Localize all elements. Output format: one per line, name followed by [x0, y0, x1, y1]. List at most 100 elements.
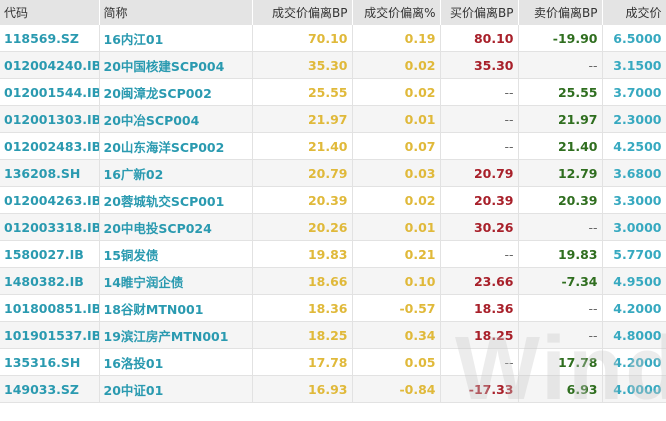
column-header-ask-bp[interactable]: 卖价偏离BP: [518, 0, 603, 25]
cell-name: 15铜发债: [99, 240, 253, 268]
table-row[interactable]: 101901537.IB 19滨江房产MTN001 18.25 0.34 18.25 --…: [0, 321, 666, 349]
column-header-price[interactable]: 成交价: [602, 0, 666, 25]
cell-code: 135316.SH: [0, 348, 100, 376]
cell-name: 20山东海洋SCP002: [99, 132, 253, 160]
cell-trade-pct: 0.02: [352, 51, 441, 79]
cell-name: 20蓉城轨交SCP001: [99, 186, 253, 214]
cell-trade-bp: 35.30: [252, 51, 353, 79]
cell-code: 101901537.IB: [0, 321, 100, 349]
cell-name: 20闽漳龙SCP002: [99, 78, 253, 106]
table-row[interactable]: 101800851.IB 18谷财MTN001 18.36 -0.57 18.36 -- 4…: [0, 294, 666, 322]
table-header: 代码 简称 成交价偏离BP 成交价偏离% 买价偏离BP 卖价偏离BP 成交价: [0, 0, 666, 25]
cell-price: 2.3000: [602, 105, 666, 133]
cell-trade-pct: 0.02: [352, 186, 441, 214]
cell-code: 1480382.IB: [0, 267, 100, 295]
cell-name: 16内江01: [99, 25, 253, 52]
table-row[interactable]: 012004263.IB 20蓉城轨交SCP001 20.39 0.02 20.39 20…: [0, 186, 666, 214]
cell-trade-pct: 0.19: [352, 25, 441, 52]
cell-price: 3.0000: [602, 213, 666, 241]
cell-code: 149033.SZ: [0, 375, 100, 403]
table-row[interactable]: 012002483.IB 20山东海洋SCP002 21.40 0.07 -- 21.40…: [0, 132, 666, 160]
cell-ask-bp: 19.83: [518, 240, 603, 268]
cell-code: 012001544.IB: [0, 78, 100, 106]
table-row[interactable]: 012003318.IB 20中电投SCP024 20.26 0.01 30.26 -- 3…: [0, 213, 666, 241]
cell-bid-bp: 18.36: [440, 294, 519, 322]
cell-trade-pct: 0.10: [352, 267, 441, 295]
cell-bid-bp: 30.26: [440, 213, 519, 241]
cell-code: 012003318.IB: [0, 213, 100, 241]
bond-deviation-table: 代码 简称 成交价偏离BP 成交价偏离% 买价偏离BP 卖价偏离BP 成交价 118569.…: [0, 0, 666, 403]
cell-ask-bp: 21.97: [518, 105, 603, 133]
cell-price: 3.1500: [602, 51, 666, 79]
column-header-trade-pct[interactable]: 成交价偏离%: [352, 0, 441, 25]
table-row[interactable]: 118569.SZ 16内江01 70.10 0.19 80.10 -19.90 6.500…: [0, 25, 666, 52]
cell-trade-bp: 18.66: [252, 267, 353, 295]
column-header-bid-bp[interactable]: 买价偏离BP: [440, 0, 519, 25]
cell-bid-bp: --: [440, 78, 519, 106]
table-row[interactable]: 012001544.IB 20闽漳龙SCP002 25.55 0.02 -- 25.55 3…: [0, 78, 666, 106]
column-header-code[interactable]: 代码: [0, 0, 100, 25]
cell-trade-bp: 19.83: [252, 240, 353, 268]
cell-price: 6.5000: [602, 25, 666, 52]
cell-bid-bp: 20.79: [440, 159, 519, 187]
cell-price: 4.0000: [602, 375, 666, 403]
column-header-name[interactable]: 简称: [99, 0, 253, 25]
cell-name: 19滨江房产MTN001: [99, 321, 253, 349]
cell-trade-pct: 0.02: [352, 78, 441, 106]
cell-price: 4.2000: [602, 348, 666, 376]
cell-price: 4.2500: [602, 132, 666, 160]
cell-trade-bp: 16.93: [252, 375, 353, 403]
cell-code: 101800851.IB: [0, 294, 100, 322]
table-row[interactable]: 012004240.IB 20中国核建SCP004 35.30 0.02 35.30 --…: [0, 51, 666, 79]
cell-ask-bp: --: [518, 51, 603, 79]
cell-ask-bp: -19.90: [518, 25, 603, 52]
cell-bid-bp: --: [440, 348, 519, 376]
table-row[interactable]: 149033.SZ 20中证01 16.93 -0.84 -17.33 6.93 4.000…: [0, 375, 666, 403]
cell-trade-bp: 20.79: [252, 159, 353, 187]
cell-trade-pct: 0.05: [352, 348, 441, 376]
cell-ask-bp: 17.78: [518, 348, 603, 376]
cell-bid-bp: 18.25: [440, 321, 519, 349]
cell-code: 012004240.IB: [0, 51, 100, 79]
table-row[interactable]: 1580027.IB 15铜发债 19.83 0.21 -- 19.83 5.7700: [0, 240, 666, 268]
cell-ask-bp: --: [518, 321, 603, 349]
cell-code: 012001303.IB: [0, 105, 100, 133]
table-row[interactable]: 1480382.IB 14睢宁润企债 18.66 0.10 23.66 -7.34 4.95…: [0, 267, 666, 295]
cell-name: 20中国核建SCP004: [99, 51, 253, 79]
cell-code: 012002483.IB: [0, 132, 100, 160]
cell-trade-pct: 0.01: [352, 213, 441, 241]
cell-name: 16洛投01: [99, 348, 253, 376]
cell-trade-bp: 21.97: [252, 105, 353, 133]
cell-name: 18谷财MTN001: [99, 294, 253, 322]
cell-ask-bp: --: [518, 213, 603, 241]
cell-bid-bp: --: [440, 240, 519, 268]
cell-trade-pct: 0.07: [352, 132, 441, 160]
table-row[interactable]: 012001303.IB 20中冶SCP004 21.97 0.01 -- 21.97 2.…: [0, 105, 666, 133]
cell-price: 4.8000: [602, 321, 666, 349]
table-row[interactable]: 135316.SH 16洛投01 17.78 0.05 -- 17.78 4.2000: [0, 348, 666, 376]
cell-trade-pct: 0.03: [352, 159, 441, 187]
cell-bid-bp: -17.33: [440, 375, 519, 403]
cell-bid-bp: 23.66: [440, 267, 519, 295]
cell-trade-pct: -0.84: [352, 375, 441, 403]
cell-ask-bp: 21.40: [518, 132, 603, 160]
cell-price: 5.7700: [602, 240, 666, 268]
table-row[interactable]: 136208.SH 16广新02 20.79 0.03 20.79 12.79 3.6800: [0, 159, 666, 187]
cell-price: 3.7000: [602, 78, 666, 106]
cell-bid-bp: 20.39: [440, 186, 519, 214]
cell-code: 136208.SH: [0, 159, 100, 187]
cell-price: 4.9500: [602, 267, 666, 295]
cell-code: 1580027.IB: [0, 240, 100, 268]
cell-name: 16广新02: [99, 159, 253, 187]
cell-trade-bp: 18.25: [252, 321, 353, 349]
cell-trade-pct: 0.34: [352, 321, 441, 349]
cell-bid-bp: --: [440, 132, 519, 160]
column-header-trade-bp[interactable]: 成交价偏离BP: [252, 0, 353, 25]
cell-code: 118569.SZ: [0, 25, 100, 52]
cell-trade-bp: 25.55: [252, 78, 353, 106]
cell-name: 20中电投SCP024: [99, 213, 253, 241]
cell-ask-bp: 25.55: [518, 78, 603, 106]
cell-bid-bp: 80.10: [440, 25, 519, 52]
cell-trade-bp: 21.40: [252, 132, 353, 160]
cell-ask-bp: --: [518, 294, 603, 322]
